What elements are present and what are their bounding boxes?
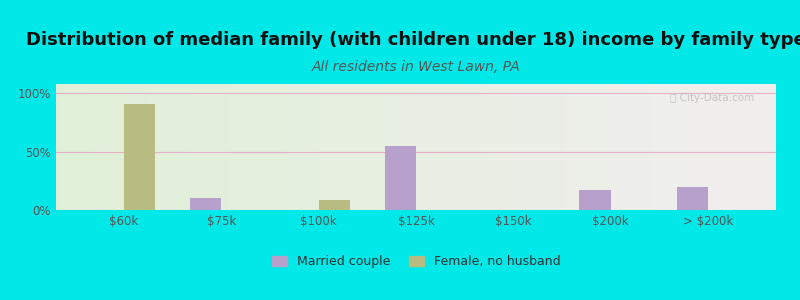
Title: Distribution of median family (with children under 18) income by family type: Distribution of median family (with chil… <box>26 31 800 49</box>
Text: ⓘ City-Data.com: ⓘ City-Data.com <box>670 93 754 103</box>
Bar <box>385 146 416 210</box>
Bar <box>318 200 350 210</box>
Bar <box>579 190 610 210</box>
Text: All residents in West Lawn, PA: All residents in West Lawn, PA <box>312 60 520 74</box>
Bar <box>190 198 222 210</box>
Bar <box>677 187 708 210</box>
Bar <box>124 104 155 210</box>
Legend: Married couple, Female, no husband: Married couple, Female, no husband <box>266 250 566 273</box>
